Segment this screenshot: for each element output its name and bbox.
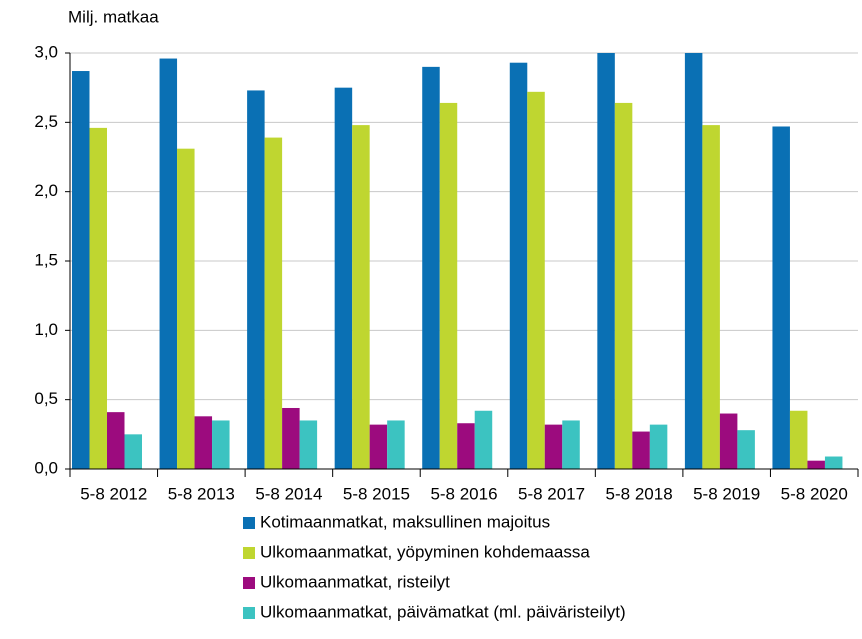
bar (264, 137, 283, 469)
bar (702, 125, 720, 470)
bar (107, 412, 125, 469)
bar (369, 424, 388, 469)
bar (649, 424, 668, 469)
y-tick-label: 1,0 (34, 320, 58, 339)
y-tick-label: 2,0 (34, 181, 58, 200)
bar (632, 431, 650, 469)
y-tick-label: 2,5 (34, 112, 58, 131)
bar (597, 53, 615, 469)
x-tick-label: 5-8 2019 (693, 484, 760, 503)
legend-swatch (243, 547, 255, 559)
bar (807, 460, 825, 469)
bar (334, 87, 353, 470)
bar (457, 423, 475, 469)
bar (614, 102, 633, 470)
bar (527, 91, 545, 470)
bar (422, 66, 440, 469)
bar (544, 424, 563, 469)
bar (89, 127, 107, 469)
y-axis-label: Milj. matkaa (68, 7, 159, 26)
x-tick-label: 5-8 2020 (781, 484, 848, 503)
bar (737, 430, 755, 469)
bar (684, 53, 703, 469)
bar (352, 125, 370, 470)
bar (124, 434, 142, 469)
legend-label: Ulkomaanmatkat, päivämatkat (ml. päiväri… (260, 602, 626, 621)
bar (177, 148, 195, 469)
bar (824, 456, 843, 469)
bar (212, 420, 230, 469)
bar (72, 71, 90, 469)
y-tick-label: 0,5 (34, 389, 58, 408)
x-tick-label: 5-8 2016 (430, 484, 497, 503)
bar (789, 410, 808, 469)
legend-label: Ulkomaanmatkat, yöpyminen kohdemaassa (260, 542, 590, 561)
y-tick-label: 1,5 (34, 250, 58, 269)
bar (159, 58, 178, 470)
bar (509, 62, 528, 469)
legend-label: Kotimaanmatkat, maksullinen majoitus (260, 512, 550, 531)
legend-label: Ulkomaanmatkat, risteilyt (260, 572, 450, 591)
legend-swatch (243, 577, 255, 589)
x-tick-label: 5-8 2012 (80, 484, 147, 503)
x-tick-label: 5-8 2015 (343, 484, 410, 503)
bar (247, 90, 265, 469)
bar (474, 410, 493, 469)
legend-swatch (243, 607, 255, 619)
bar (194, 416, 213, 469)
legend-swatch (243, 517, 255, 529)
x-tick-label: 5-8 2018 (606, 484, 673, 503)
bar (772, 126, 790, 469)
x-tick-label: 5-8 2014 (255, 484, 322, 503)
bar (282, 407, 300, 469)
y-tick-label: 0,0 (34, 458, 58, 477)
bar (299, 420, 318, 469)
x-tick-label: 5-8 2017 (518, 484, 585, 503)
y-tick-label: 3,0 (34, 42, 58, 61)
bar (439, 102, 458, 470)
x-tick-label: 5-8 2013 (168, 484, 235, 503)
bar (562, 420, 580, 469)
bar (387, 420, 405, 469)
bar (719, 413, 738, 469)
